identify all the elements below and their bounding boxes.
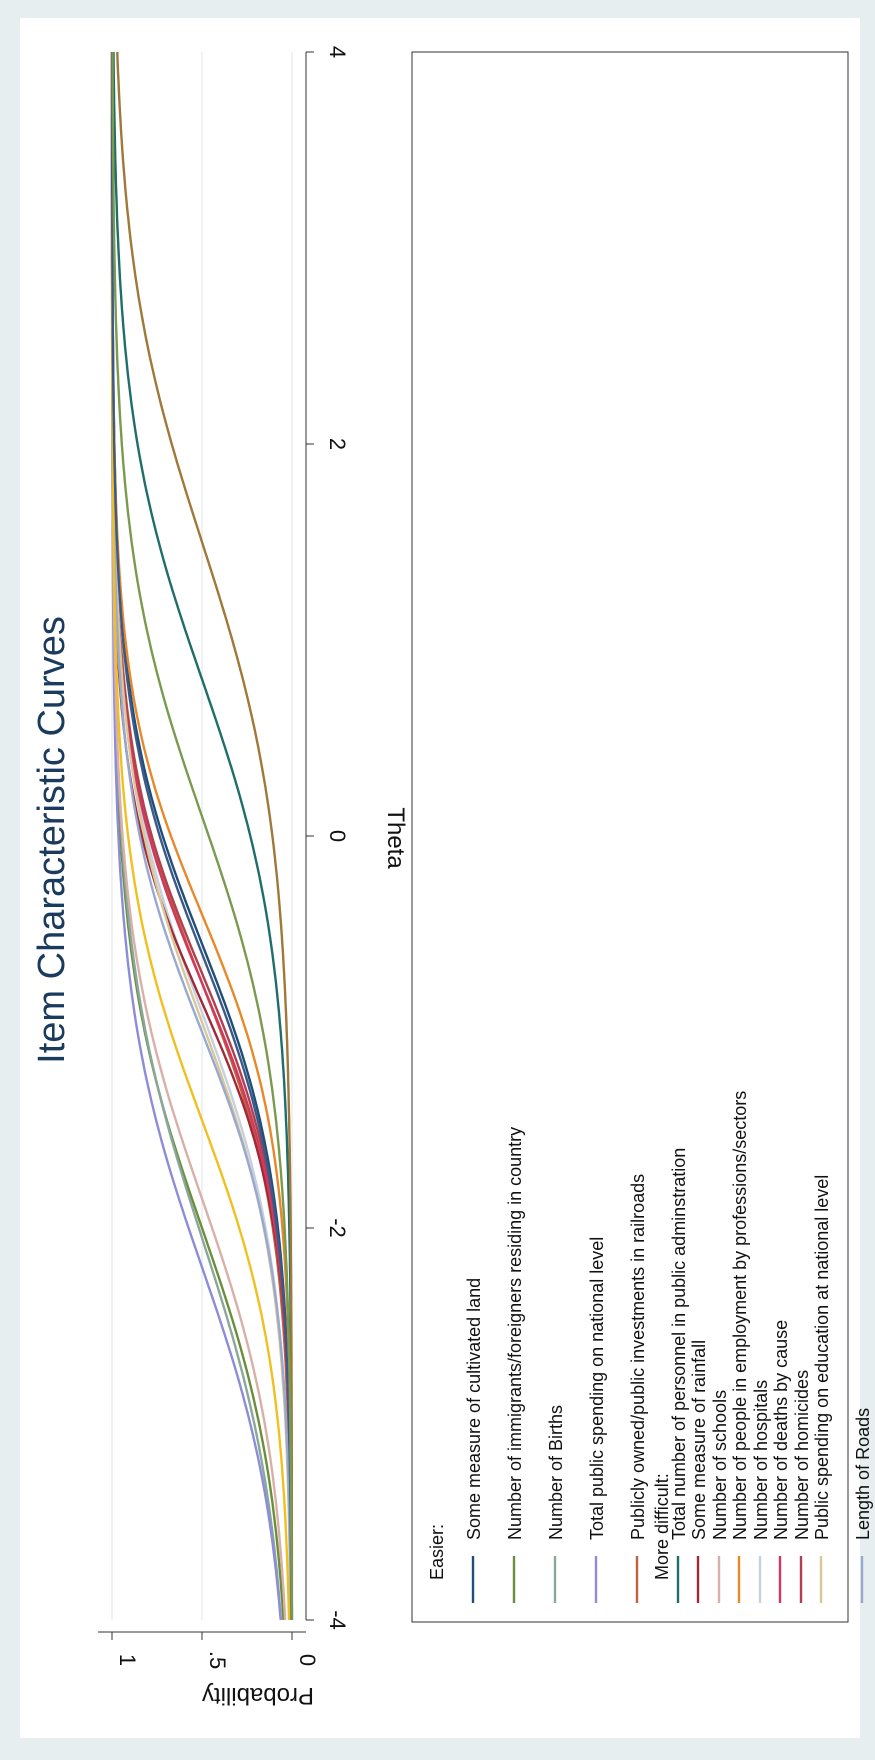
legend-label: Number of deaths by cause [771, 1320, 791, 1540]
legend-label: Publicly owned/public investments in rai… [628, 1174, 648, 1540]
legend: Easier: Some measure of cultivated land Nu… [427, 1091, 873, 1603]
legend-heading: More difficult: [652, 1473, 672, 1580]
y-tick-label: 0 [295, 1654, 320, 1666]
legend-label: Number of schools [710, 1390, 730, 1540]
legend-label: Public spending on education at national… [812, 1175, 832, 1540]
x-tick-label: 2 [325, 438, 350, 450]
x-tick-label: -4 [325, 1610, 350, 1630]
legend-label: Total public spending on national level [587, 1237, 607, 1540]
x-axis-label: Theta [382, 807, 409, 869]
legend-label: Number of hospitals [751, 1380, 771, 1540]
legend-label: Some measure of cultivated land [464, 1278, 484, 1540]
legend-box [411, 51, 849, 1623]
y-ticks: 0.51 [111, 1632, 320, 1669]
legend-label: Some measure of rainfall [689, 1340, 709, 1540]
y-tick-label: .5 [205, 1651, 230, 1669]
legend-label: Total number of personnel in public admi… [669, 1148, 689, 1540]
legend-heading: Easier: [427, 1524, 447, 1580]
x-tick-label: 4 [325, 46, 350, 58]
legend-label: Number of Births [546, 1405, 566, 1540]
x-tick-label: -2 [325, 1218, 350, 1238]
x-ticks: -4 -2 0 2 4 [306, 46, 350, 1630]
legend-label: Number of homicides [792, 1370, 812, 1540]
series-line [110, 52, 293, 1620]
y-axis-label: Probability [202, 1682, 314, 1709]
curves [110, 51, 294, 1621]
chart-title: Item Characteristic Curves [31, 616, 73, 1064]
legend-label: Number of people in employment by profes… [730, 1091, 750, 1540]
legend-label: Length of Roads [853, 1408, 873, 1540]
x-tick-label: 0 [325, 830, 350, 842]
series-line [111, 51, 293, 1620]
legend-label: Number of immigrants/foreigners residing… [505, 1127, 525, 1540]
y-tick-label: 1 [115, 1654, 140, 1666]
series-line [116, 51, 294, 1620]
